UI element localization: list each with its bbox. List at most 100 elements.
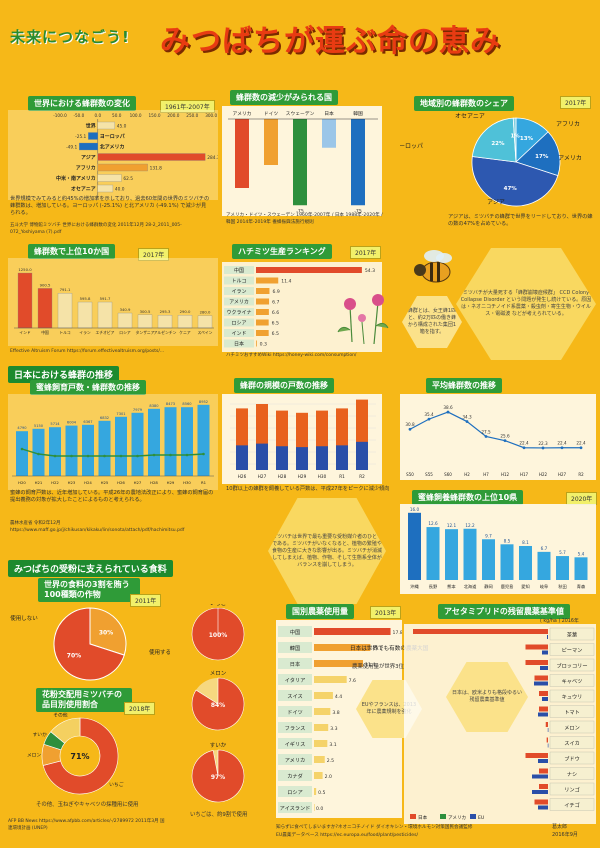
s5-value: 6.9 [272, 289, 279, 295]
s14-bar-eu [534, 681, 548, 686]
s9-chart: 30.8 S50 35.4 S55 38.6 S60 34.3 H2 27.5 H7 25.6 H12… [400, 394, 596, 480]
s5-bar [256, 340, 257, 347]
s9-point-label: 27.5 [481, 430, 491, 435]
s3-heading: 地域別の蜂群数のシェア [414, 96, 514, 111]
s2-bar [235, 119, 249, 188]
s5-bar [256, 319, 269, 326]
s13-label-bg [278, 738, 312, 749]
s7-year: H21 [35, 480, 43, 485]
s14-bar-jp [525, 644, 548, 650]
s7-bar-label: 5714 [50, 422, 60, 426]
s12-slice-pct: 30% [99, 629, 113, 636]
s2-bar [264, 119, 278, 165]
s1-axis-tick: 250.0 [186, 113, 198, 118]
s1-source: 五斗大学 博物館ミツバチ 世界における蜂群数の変化 2011年12月 28-2_… [10, 223, 182, 235]
s8-bar-lower [336, 445, 348, 470]
s4-bar-label: 280.0 [200, 310, 211, 315]
s3-slice-pct: 47% [504, 186, 518, 192]
s4-country: タンザニア [136, 330, 155, 335]
s13-label-bg [278, 674, 312, 685]
s7-line-point [136, 454, 139, 458]
s3-slice [515, 131, 561, 177]
s10-bar [537, 551, 551, 580]
s8-bar-lower [356, 441, 368, 470]
s4-bar [137, 314, 153, 329]
s1-bar-value: -25.1 [75, 134, 86, 140]
s4-year: 2017年 [138, 248, 170, 261]
s8-year: R2 [359, 474, 365, 479]
s1-bar-label: 世界 [86, 123, 97, 130]
s13-bar [314, 804, 315, 811]
s9-point [560, 446, 564, 450]
s9-year: R2 [578, 472, 584, 477]
s14-bar-eu [532, 790, 548, 794]
s12-heading: 世界の食料の3割を賄う100種類の作物 [38, 578, 140, 602]
s3-year: 2017年 [560, 96, 592, 109]
s14-crop-bg [549, 674, 595, 687]
s10-bar [408, 512, 421, 580]
s10-bar [482, 539, 495, 580]
s13-value: 7.6 [349, 678, 356, 684]
s9-point-label: 38.6 [443, 405, 453, 410]
s14-bar-eu [538, 805, 548, 810]
s3-slice-label: オセアニア [455, 113, 485, 120]
s7-note: 蜜蜂の飼育戸数は、近年増加している。平成26年の農地法改正により、蜜蜂の飼育届の… [10, 490, 214, 503]
pollinator-text: ミツバチは世界で最も重要な受粉媒介者のひとつである。ミツバチがいなくなると、植物… [272, 533, 383, 568]
s5-value: 6.7 [272, 300, 279, 306]
s2-country: スウェーデン [286, 110, 315, 117]
s14-crop: ピーマン [562, 647, 583, 654]
s5-value: 6.5 [272, 331, 279, 337]
s10-bar [519, 545, 532, 580]
s7-line-point [103, 454, 106, 458]
s1-bar-label: ヨーロッパ [100, 133, 125, 140]
s7-bar-label: 5150 [34, 424, 44, 428]
s1-axis-tick: 150.0 [149, 113, 161, 118]
s12-small-pie-slice [191, 749, 245, 803]
s7-bar-label: 8473 [166, 402, 175, 406]
s9-point [579, 446, 583, 450]
s4-bar [197, 315, 213, 329]
s13-bar [314, 724, 329, 731]
s13-label-bg [278, 754, 312, 765]
s14-crop-bg [549, 720, 595, 734]
s5-label-bg [224, 297, 254, 306]
s13-bar [314, 772, 323, 779]
s2-country: 韓国 [353, 110, 363, 117]
s7-source: 農林水産省 令和2年12月 https://www.maff.go.jp/j/c… [10, 521, 185, 533]
s10-bar-label: 5.7 [559, 550, 566, 555]
s5-bar [256, 267, 362, 273]
bee-illustration [414, 250, 452, 283]
s13-note1: 日本は世界でも有数の農薬大国 [350, 646, 429, 652]
s13-value: 2.5 [327, 758, 334, 764]
s9-point [503, 439, 507, 443]
s8-year: H28 [278, 474, 287, 479]
s12-small-pies: 100% いちご 84% メロン 97% すいか [191, 604, 245, 803]
s2-heading: 蜂群数の減少がみられる国 [230, 90, 338, 105]
s13-label-bg [278, 722, 312, 733]
s9-year: H22 [539, 472, 548, 477]
s8-year: H29 [298, 474, 307, 479]
s7-line-point [86, 454, 90, 458]
s14-bar-jp [539, 784, 548, 789]
s3-note: アジアは、ミツバチの蜂群で世界をリードしており、世界の蜂の数の47%を占めている… [448, 214, 593, 227]
s7-bar-label: 7979 [133, 408, 143, 412]
s1-axis-tick: -50.0 [73, 113, 84, 118]
s14-bar-jp [534, 675, 548, 681]
s14-bar-jp [539, 706, 548, 712]
s13-value: 4.4 [335, 694, 342, 700]
s2-country: 日本 [324, 110, 334, 117]
s14-bar-eu [547, 635, 548, 639]
s13-label-bg [278, 690, 312, 701]
s13-bar [314, 660, 364, 667]
s13-heading: 国別農薬使用量 [286, 604, 354, 619]
s13-value: 0.0 [316, 806, 323, 812]
s1-bar-value: 131.8 [150, 166, 163, 172]
s12-small-pie-pct: 97% [211, 774, 225, 781]
s10-bar-label: 16.0 [410, 507, 420, 512]
s12-small-pie-label: すいか [210, 742, 227, 749]
s5-value: 6.5 [272, 321, 279, 327]
s7-bar-label: 8560 [182, 402, 192, 406]
s14-bar-eu [542, 697, 548, 701]
s5-bar [256, 288, 270, 294]
s14-bar-eu [547, 728, 549, 732]
